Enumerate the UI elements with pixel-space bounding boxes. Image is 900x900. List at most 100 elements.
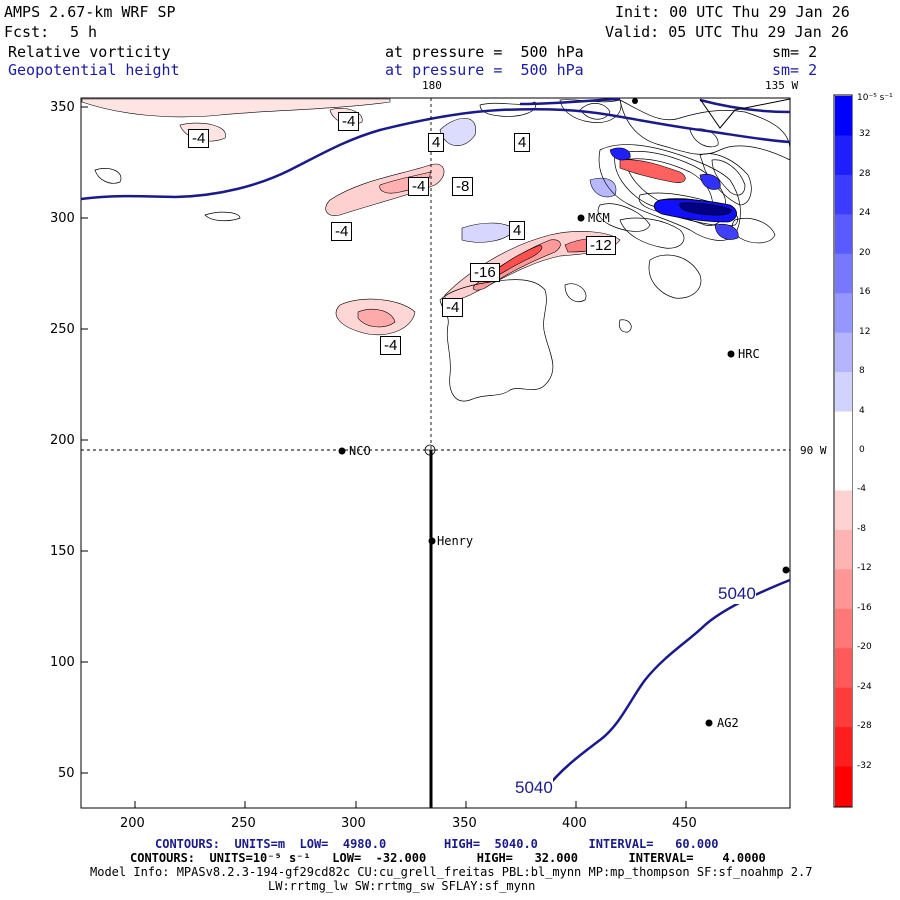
colorbar-label: 32 <box>859 129 871 140</box>
vort-label: -4 <box>442 298 464 317</box>
y-tick: 250 <box>50 322 75 337</box>
colorbar-label: -20 <box>857 642 872 653</box>
station-label-ag2: AG2 <box>717 716 739 730</box>
vort-label: -12 <box>586 236 616 255</box>
lon-label-135w: 135 W <box>765 79 799 92</box>
vort-label: -16 <box>470 263 500 282</box>
axis-ticks <box>81 106 687 808</box>
field1-smoothing: sm= 2 <box>772 43 818 61</box>
vort-label: -4 <box>408 177 430 196</box>
colorbar-label: -28 <box>857 721 872 732</box>
model-info: Model Info: MPASv8.2.3-194-gf29cd82c CU:… <box>90 865 813 879</box>
colorbar-unit: 10⁻⁵ s⁻¹ <box>857 93 893 103</box>
lon-label-90w: 90 W <box>800 444 827 457</box>
station-label-mcm: MCM <box>588 211 610 225</box>
station-dot <box>338 447 346 455</box>
colorbar-swatch <box>835 411 852 452</box>
colorbar-swatch <box>835 253 852 294</box>
vort-label: 4 <box>509 221 526 240</box>
station-dot <box>428 537 436 545</box>
field2-smoothing: sm= 2 <box>772 61 818 79</box>
colorbar-swatch <box>835 174 852 215</box>
station-dot <box>727 350 735 358</box>
x-tick: 450 <box>672 816 697 831</box>
colorbar-swatch <box>835 529 852 570</box>
valid-time: Valid: 05 UTC Thu 29 Jan 26 <box>605 23 849 41</box>
vort-label: -4 <box>380 336 402 355</box>
init-time: Init: 00 UTC Thu 29 Jan 26 <box>615 3 850 21</box>
colorbar-swatch <box>835 687 852 728</box>
colorbar-swatch <box>835 648 852 689</box>
x-tick: 400 <box>562 816 587 831</box>
field2-level: at pressure = 500 hPa <box>385 61 584 79</box>
field2-name: Geopotential height <box>8 61 180 79</box>
model-info-2: LW:rrtmg_lw SW:rrtmg_sw SFLAY:sf_mynn <box>268 879 536 893</box>
station-dot <box>782 566 790 574</box>
height-contours <box>80 97 791 791</box>
vort-label: -4 <box>331 222 353 241</box>
colorbar-swatch <box>835 96 852 136</box>
contours-vorticity-info: CONTOURS: UNITS=10⁻⁵ s⁻¹ LOW= -32.000 HI… <box>130 851 766 865</box>
vort-label: -8 <box>452 177 474 196</box>
station-dots <box>338 98 790 727</box>
colorbar-swatch <box>835 372 852 413</box>
colorbar-swatch <box>835 214 852 255</box>
lon-lines <box>81 98 791 808</box>
station-label-henry: Henry <box>437 534 474 548</box>
colorbar-swatches <box>835 96 852 807</box>
field1-level: at pressure = 500 hPa <box>385 43 584 61</box>
fcst-value: 5 h <box>70 23 98 41</box>
field1-name: Relative vorticity <box>8 43 171 61</box>
colorbar-label: 20 <box>859 247 871 258</box>
y-tick: 350 <box>50 100 75 115</box>
y-tick: 300 <box>50 211 75 226</box>
mcm-intense-band <box>609 147 739 240</box>
y-tick: 50 <box>58 766 75 781</box>
colorbar-label: 24 <box>859 208 871 219</box>
vort-label: -4 <box>188 129 210 148</box>
y-tick: 200 <box>50 433 75 448</box>
station-dot <box>632 98 638 104</box>
station-dot <box>577 214 585 222</box>
colorbar-label: 0 <box>859 445 865 455</box>
y-tick: 150 <box>50 544 75 559</box>
colorbar-label: -4 <box>857 484 866 495</box>
colorbar-label: 12 <box>859 326 871 337</box>
colorbar-label: -24 <box>857 681 872 692</box>
colorbar-swatch <box>835 608 852 649</box>
station-dot <box>705 719 713 727</box>
colorbar-label: 28 <box>859 168 871 179</box>
terrain-contours <box>94 99 791 402</box>
vort-label: -4 <box>338 112 360 131</box>
x-tick: 300 <box>341 816 366 831</box>
vort-label: 4 <box>428 133 445 152</box>
x-tick: 200 <box>120 816 145 831</box>
x-tick: 250 <box>231 816 256 831</box>
colorbar-swatch <box>835 727 852 768</box>
colorbar-label: 8 <box>859 366 865 377</box>
colorbar-swatch <box>835 766 852 807</box>
colorbar-swatch <box>835 569 852 610</box>
colorbar-label: 16 <box>859 287 871 298</box>
colorbar-swatch <box>835 293 852 334</box>
colorbar-swatch <box>835 451 852 491</box>
vort-label: 4 <box>514 133 531 152</box>
vorticity-shading <box>81 98 621 336</box>
colorbar-label: -12 <box>857 563 872 574</box>
y-tick: 100 <box>50 655 75 670</box>
colorbar-swatch <box>835 490 852 531</box>
station-label-hrc: HRC <box>738 347 760 361</box>
colorbar-label: -8 <box>857 523 866 534</box>
colorbar-swatch <box>835 332 852 373</box>
model-title: AMPS 2.67-km WRF SP <box>4 3 176 21</box>
height-label: 5040 <box>515 778 553 798</box>
lon-label-180: 180 <box>422 79 442 92</box>
south-pole-marker <box>424 444 436 456</box>
x-tick: 350 <box>452 816 477 831</box>
height-label: 5040 <box>718 584 756 604</box>
colorbar-label: -32 <box>857 760 872 771</box>
fcst-label: Fcst: <box>4 23 50 41</box>
colorbar-label: -16 <box>857 602 872 613</box>
contours-height-info: CONTOURS: UNITS=m LOW= 4980.0 HIGH= 5040… <box>155 837 719 851</box>
